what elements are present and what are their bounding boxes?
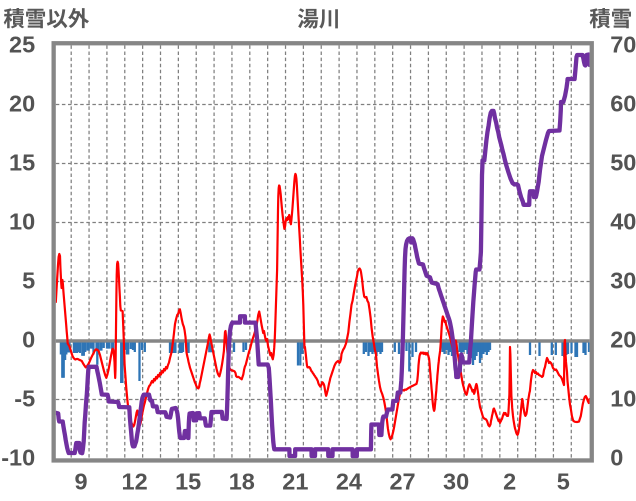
svg-text:20: 20 (9, 90, 35, 116)
svg-text:2: 2 (503, 469, 516, 495)
svg-text:50: 50 (610, 149, 636, 175)
svg-text:-5: -5 (14, 385, 35, 411)
svg-text:5: 5 (22, 267, 35, 293)
svg-text:30: 30 (443, 469, 469, 495)
svg-text:-10: -10 (1, 444, 35, 470)
svg-text:18: 18 (229, 469, 255, 495)
svg-text:24: 24 (336, 469, 362, 495)
svg-text:25: 25 (9, 31, 35, 57)
svg-text:0: 0 (22, 326, 35, 352)
svg-text:20: 20 (610, 326, 636, 352)
svg-text:15: 15 (9, 149, 35, 175)
svg-text:21: 21 (282, 469, 308, 495)
svg-text:12: 12 (122, 469, 148, 495)
svg-text:70: 70 (610, 31, 636, 57)
svg-text:5: 5 (557, 469, 570, 495)
svg-text:0: 0 (610, 444, 623, 470)
svg-text:9: 9 (74, 469, 87, 495)
svg-text:40: 40 (610, 208, 636, 234)
svg-text:10: 10 (9, 208, 35, 234)
svg-text:10: 10 (610, 385, 636, 411)
svg-text:60: 60 (610, 90, 636, 116)
svg-text:27: 27 (389, 469, 415, 495)
svg-text:30: 30 (610, 267, 636, 293)
svg-text:15: 15 (175, 469, 201, 495)
